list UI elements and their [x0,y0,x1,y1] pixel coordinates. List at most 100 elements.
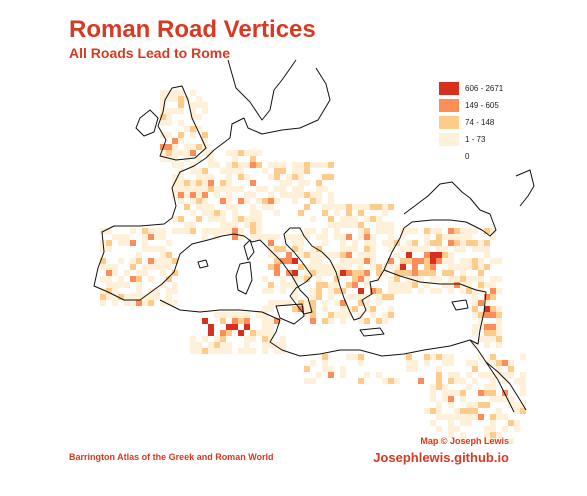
density-cell [412,228,418,234]
density-cell [304,204,310,210]
density-cell [388,246,394,252]
density-cell [472,402,478,408]
density-cell [172,144,178,150]
legend-swatch [439,133,459,146]
density-cell [244,150,250,156]
density-cell [346,294,352,300]
density-cell [250,192,256,198]
density-cell [142,240,148,246]
density-cell [448,390,454,396]
density-cell [394,288,400,294]
coastlines [93,59,535,413]
density-cell [352,216,358,222]
density-cell [112,234,118,240]
density-cell [136,270,142,276]
density-cell [196,126,202,132]
density-cell [478,372,484,378]
density-cell [238,216,244,222]
density-cell [484,384,490,390]
density-cell [172,192,178,198]
density-cell [220,348,226,354]
density-cell [400,270,406,276]
density-cell [202,102,208,108]
density-cell [490,258,496,264]
density-cell [196,192,202,198]
density-cell [322,174,328,180]
density-cell [454,282,460,288]
density-cell [292,246,298,252]
density-cell [352,294,358,300]
density-cell [262,198,268,204]
density-cell [292,186,298,192]
density-cell [358,234,364,240]
density-cell [208,348,214,354]
density-cell [454,378,460,384]
density-cell [190,348,196,354]
density-cell [238,168,244,174]
red-sea-coast [469,339,527,411]
density-cell [358,222,364,228]
density-cell [322,264,328,270]
density-cell [250,330,256,336]
density-cell [322,300,328,306]
legend: 606 - 2671 149 - 605 74 - 148 1 - 73 0 [439,80,503,165]
density-cell [328,312,334,318]
density-cell [196,216,202,222]
density-cell [406,246,412,252]
density-cell [448,270,454,276]
density-cell [472,300,478,306]
density-cell [160,90,166,96]
density-cell [208,156,214,162]
density-cell [310,258,316,264]
density-cell [490,312,496,318]
density-cell [322,360,328,366]
density-cell [328,192,334,198]
density-cell [454,372,460,378]
density-cell [490,282,496,288]
density-cell [310,288,316,294]
density-cell [346,234,352,240]
density-cell [166,258,172,264]
density-cell [154,228,160,234]
density-cell [304,300,310,306]
density-cell [394,270,400,276]
density-cell [466,240,472,246]
density-cell [514,378,520,384]
density-cell [424,354,430,360]
density-cell [316,276,322,282]
legend-swatch [439,150,459,163]
density-cell [466,420,472,426]
density-cell [436,438,442,444]
density-cell [310,378,316,384]
density-cell [268,234,274,240]
density-cell [364,276,370,282]
density-cell [316,258,322,264]
density-cell [292,174,298,180]
density-cell [322,354,328,360]
density-cell [466,228,472,234]
density-cell [460,264,466,270]
density-cell [226,222,232,228]
density-cell [418,378,424,384]
density-cell [202,336,208,342]
density-cell [406,240,412,246]
density-cell [490,360,496,366]
density-cell [250,204,256,210]
density-cell [352,354,358,360]
density-cell [286,258,292,264]
density-cell [436,228,442,234]
density-cell [310,360,316,366]
density-cell [322,366,328,372]
density-cell [202,204,208,210]
density-cell [346,270,352,276]
density-cell [190,132,196,138]
density-cell [472,264,478,270]
density-cell [256,162,262,168]
density-cell [298,174,304,180]
density-cell [496,372,502,378]
density-cell [262,348,268,354]
density-cell [496,396,502,402]
density-cell [202,228,208,234]
sardinia-coast [235,261,253,295]
website-link[interactable]: Josephlewis.github.io [373,450,509,465]
